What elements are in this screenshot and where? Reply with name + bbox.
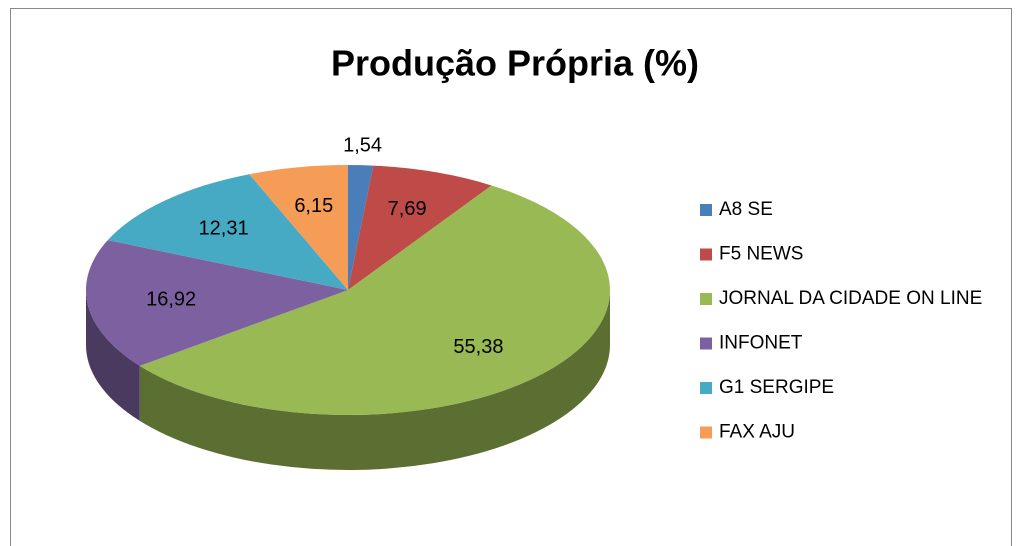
legend-swatch — [700, 337, 712, 350]
data-label: 6,15 — [294, 195, 333, 217]
legend-label: INFONET — [719, 333, 803, 354]
data-label: 7,69 — [388, 198, 427, 220]
legend-label: JORNAL DA CIDADE ON LINE — [719, 288, 982, 309]
slice-side — [86, 290, 140, 421]
data-label: 16,92 — [146, 289, 196, 311]
data-label: 55,38 — [453, 336, 503, 358]
legend-swatch — [700, 248, 712, 261]
chart-title: Produção Própria (%) — [331, 43, 699, 84]
legend-swatch — [700, 382, 712, 394]
legend-label: G1 SERGIPE — [719, 377, 834, 398]
slice — [86, 240, 349, 366]
slice-side — [139, 290, 611, 470]
slice — [348, 165, 374, 290]
slice — [249, 165, 348, 290]
slice — [139, 185, 611, 416]
legend-label: A8 SE — [719, 199, 773, 220]
legend-swatch — [700, 293, 712, 305]
slice — [107, 174, 348, 290]
legend-swatch — [700, 426, 712, 439]
legend-label: FAX AJU — [719, 422, 795, 443]
data-label: 1,54 — [343, 135, 382, 157]
data-label: 12,31 — [199, 217, 249, 239]
slice — [348, 165, 492, 290]
legend-label: F5 NEWS — [719, 244, 803, 265]
legend-swatch — [700, 204, 712, 216]
